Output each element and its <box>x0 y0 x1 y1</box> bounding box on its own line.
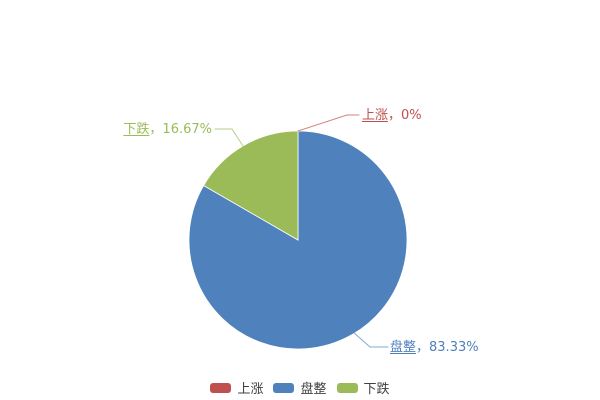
slice-label-down: 下跌，16.67% <box>123 122 212 137</box>
slice-label-flat-value: ，83.33% <box>416 340 479 355</box>
legend-label-flat: 盘整 <box>300 382 327 397</box>
leader-line-flat <box>352 331 389 348</box>
pie-slice-down[interactable] <box>203 130 299 241</box>
legend-swatch-up <box>210 382 232 393</box>
legend: 上涨 盘整 下跌 <box>0 378 600 397</box>
slice-label-up: 上涨，0% <box>362 108 422 123</box>
legend-swatch-flat <box>273 382 295 393</box>
slice-label-flat-name: 盘整 <box>390 340 417 355</box>
legend-label-up: 上涨 <box>237 382 264 397</box>
legend-item-up[interactable]: 上涨 <box>210 378 263 397</box>
leader-line-down <box>214 128 244 147</box>
legend-label-down: 下跌 <box>363 382 390 397</box>
legend-item-flat[interactable]: 盘整 <box>273 378 327 397</box>
slice-label-up-name: 上涨 <box>362 108 389 123</box>
slice-label-flat: 盘整，83.33% <box>390 340 479 355</box>
legend-item-down[interactable]: 下跌 <box>336 378 390 397</box>
slice-label-down-value: ，16.67% <box>149 122 212 137</box>
legend-swatch-down <box>336 382 358 393</box>
slice-label-down-name: 下跌 <box>123 122 150 137</box>
leader-line-up <box>297 114 360 132</box>
slice-label-up-value: ，0% <box>388 108 422 123</box>
